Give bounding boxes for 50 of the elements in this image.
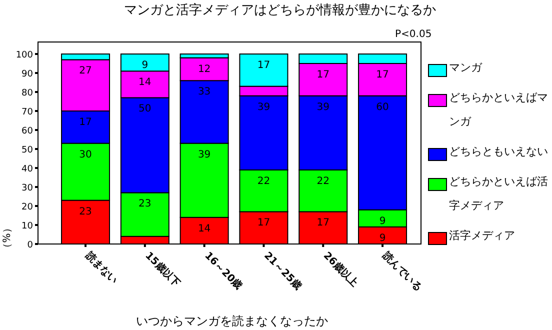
data-label: 17 bbox=[79, 117, 92, 128]
data-label: 30 bbox=[79, 149, 92, 160]
y-tick-label: 70 bbox=[22, 108, 34, 118]
y-tick-label: 0 bbox=[27, 240, 34, 250]
data-label: 22 bbox=[316, 176, 330, 187]
x-tick-label: 読んでいる bbox=[380, 248, 424, 294]
data-label: 39 bbox=[257, 102, 270, 113]
data-label: 22 bbox=[257, 176, 270, 187]
x-tick-label: 26歳以上 bbox=[321, 250, 361, 290]
y-axis-title: （%） bbox=[2, 223, 13, 253]
data-label: 9 bbox=[379, 232, 386, 244]
data-label: 14 bbox=[198, 223, 211, 234]
legend-label: どちらともいえない bbox=[449, 144, 548, 160]
legend-label: どちらかといえば活字メディア bbox=[449, 174, 549, 214]
y-tick-label: 60 bbox=[22, 126, 34, 136]
x-tick-label: 15歳以下 bbox=[142, 250, 182, 290]
data-label: 39 bbox=[198, 149, 211, 160]
data-label: 33 bbox=[198, 86, 211, 98]
data-label: 12 bbox=[198, 64, 211, 75]
legend-label: どちらかといえばマンガ bbox=[449, 90, 549, 130]
data-label: 27 bbox=[79, 66, 92, 77]
data-label: 17 bbox=[316, 70, 330, 80]
y-tick-label: 20 bbox=[22, 202, 34, 212]
data-label: 17 bbox=[257, 218, 270, 229]
legend-label: マンガ bbox=[449, 60, 482, 76]
data-label: 23 bbox=[79, 206, 92, 218]
data-label: 17 bbox=[316, 218, 330, 229]
data-label: 9 bbox=[379, 216, 386, 227]
legend-label: 活字メディア bbox=[449, 228, 515, 244]
data-label: 23 bbox=[138, 198, 152, 210]
data-label: 17 bbox=[257, 60, 270, 71]
data-label: 14 bbox=[138, 77, 152, 88]
y-tick-label: 80 bbox=[22, 88, 34, 98]
text: P<0.05 bbox=[395, 29, 432, 40]
y-tick-label: 30 bbox=[22, 184, 34, 194]
x-tick-label: 16～20歳 bbox=[202, 250, 245, 292]
data-label: 39 bbox=[316, 102, 330, 113]
data-label: 50 bbox=[138, 104, 152, 115]
y-tick-label: 10 bbox=[22, 222, 34, 232]
y-tick-label: 50 bbox=[22, 146, 34, 156]
data-label: 9 bbox=[142, 60, 148, 71]
x-tick-label: 21～25歳 bbox=[262, 250, 304, 292]
chart-title: マンガと活字メディアはどちらが情報が豊かになるか bbox=[124, 2, 436, 18]
y-tick-label: 100 bbox=[16, 50, 34, 60]
data-label: 17 bbox=[376, 70, 389, 80]
data-label: 60 bbox=[376, 102, 389, 113]
y-tick-label: 40 bbox=[22, 164, 34, 174]
x-axis-title: いつからマンガを読まなくなったか bbox=[136, 314, 328, 328]
x-tick-label: 読まない bbox=[82, 248, 120, 286]
y-tick-label: 90 bbox=[22, 70, 34, 80]
